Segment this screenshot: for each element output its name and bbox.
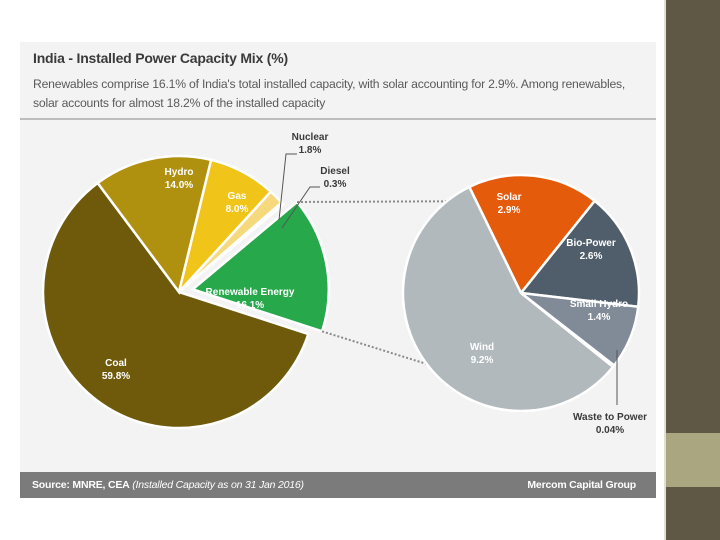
label-nuclear: Nuclear 1.8% bbox=[292, 132, 329, 156]
right-band-divider bbox=[664, 0, 666, 540]
pie-charts: Coal 59.8% Hydro 14.0% Gas 8.0% Renewable Ener… bbox=[41, 132, 647, 436]
label-small-hydro: Small Hydro 1.4% bbox=[570, 299, 628, 323]
leader-diesel bbox=[281, 186, 320, 229]
label-bio-power: Bio-Power 2.6% bbox=[566, 238, 616, 262]
slice-hydro bbox=[95, 154, 213, 295]
label-solar: Solar 2.9% bbox=[496, 192, 521, 216]
source-note: (Installed Capacity as on 31 Jan 2016) bbox=[132, 479, 304, 491]
right-decor-accent bbox=[666, 433, 720, 487]
slice-solar bbox=[467, 173, 597, 296]
slice-renewable-energy bbox=[190, 200, 330, 333]
label-renewable-energy: Renewable Energy 16.1% bbox=[206, 287, 295, 311]
slice-diesel bbox=[178, 200, 285, 293]
slice-wind bbox=[401, 185, 615, 413]
footer-source: Source: MNRE, CEA (Installed Capacity as… bbox=[32, 479, 304, 491]
footer-brand: Mercom Capital Group bbox=[527, 479, 636, 491]
chart-title: India - Installed Power Capacity Mix (%) bbox=[33, 50, 288, 66]
title-divider bbox=[20, 118, 656, 120]
chart-subtitle: Renewables comprise 16.1% of India's tot… bbox=[33, 77, 626, 110]
label-hydro: Hydro 14.0% bbox=[165, 167, 194, 191]
connector-lines bbox=[296, 200, 447, 365]
main-pie bbox=[41, 154, 330, 430]
source-label: Source: MNRE, CEA bbox=[32, 479, 130, 491]
connector-top bbox=[296, 200, 447, 203]
label-diesel: Diesel 0.3% bbox=[320, 166, 350, 190]
leader-nuclear bbox=[278, 153, 297, 221]
label-coal: Coal 59.8% bbox=[102, 358, 130, 382]
renewable-breakdown-pie bbox=[401, 173, 641, 413]
label-wind: Wind 9.2% bbox=[470, 342, 494, 366]
label-waste-to-power: Waste to Power 0.04% bbox=[573, 412, 647, 436]
slice-coal bbox=[41, 181, 310, 430]
slice-labels: Coal 59.8% Hydro 14.0% Gas 8.0% Renewable Ener… bbox=[102, 132, 647, 436]
slice-bio-power bbox=[518, 199, 641, 309]
chart-panel: India - Installed Power Capacity Mix (%)… bbox=[20, 42, 656, 498]
label-gas: Gas 8.0% bbox=[226, 191, 249, 215]
footer-bar: Source: MNRE, CEA (Installed Capacity as… bbox=[20, 472, 656, 498]
